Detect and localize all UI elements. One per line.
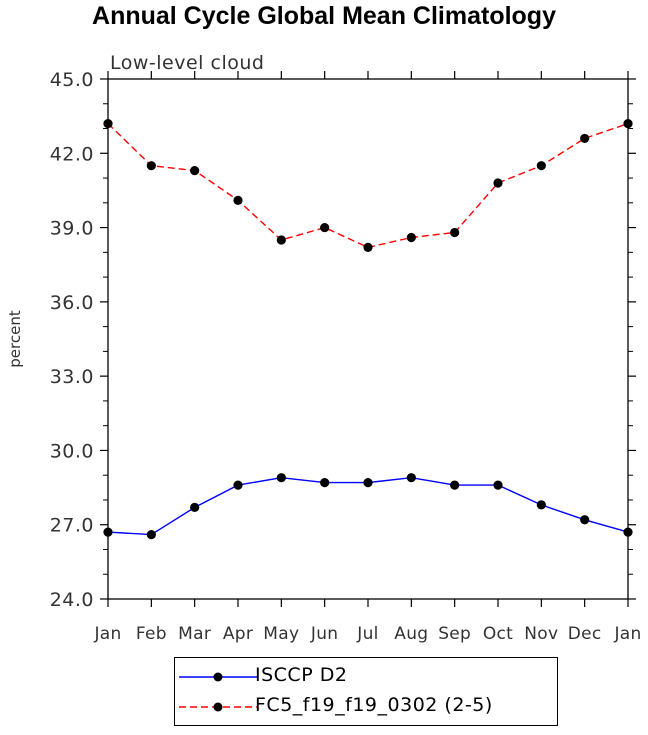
y-axis-label: percent (6, 310, 24, 368)
data-point-0 (536, 500, 546, 510)
plot-frame (107, 78, 629, 600)
data-point-1 (580, 133, 590, 144)
data-point-1 (493, 178, 503, 188)
series-line-1 (107, 122, 629, 249)
y-tick-label: 42.0 (50, 143, 94, 165)
data-point-1 (623, 118, 633, 129)
x-tick-label: Jan (93, 624, 121, 644)
legend-item-fc5: FC5_f19_f19_0302 (2-5) (175, 692, 557, 722)
data-point-1 (146, 161, 156, 171)
data-point-1 (190, 166, 200, 176)
data-point-0 (623, 527, 633, 537)
legend-line-sample-red (179, 702, 257, 712)
x-tick-label: Apr (223, 624, 253, 644)
data-point-0 (406, 473, 416, 483)
legend: ISCCP D2 FC5_f19_f19_0302 (2-5) (174, 657, 558, 726)
legend-item-isccp: ISCCP D2 (175, 662, 557, 692)
data-point-0 (146, 530, 156, 540)
data-point-1 (363, 242, 373, 252)
y-tick-label: 33.0 (50, 366, 94, 388)
legend-line-sample-blue (179, 672, 257, 682)
x-tick-label: Jun (310, 624, 338, 644)
x-tick-label: May (263, 624, 299, 644)
data-point-1 (320, 222, 330, 233)
data-point-0 (103, 527, 113, 537)
data-point-0 (493, 480, 503, 490)
x-tick-label: Sep (438, 624, 471, 644)
data-point-0 (190, 502, 200, 512)
data-point-1 (103, 118, 113, 129)
data-point-1 (450, 227, 460, 238)
y-tick-label: 30.0 (50, 440, 94, 462)
x-tick-label: Nov (524, 624, 558, 644)
data-point-1 (276, 235, 286, 245)
y-tick-label: 39.0 (50, 218, 94, 240)
x-tick-label: Oct (483, 624, 513, 644)
data-point-1 (536, 161, 546, 171)
data-point-1 (233, 195, 243, 205)
data-point-1 (406, 232, 416, 243)
legend-label-isccp: ISCCP D2 (255, 664, 348, 686)
x-tick-label: Jul (356, 624, 378, 644)
x-tick-label: Jan (613, 624, 641, 644)
chart-title: Annual Cycle Global Mean Climatology (92, 2, 556, 30)
y-tick-label: 27.0 (50, 515, 94, 537)
data-point-0 (276, 473, 286, 483)
data-point-0 (580, 515, 590, 525)
x-tick-label: Feb (136, 624, 167, 644)
x-tick-label: Dec (568, 624, 602, 644)
data-point-0 (363, 478, 373, 488)
data-point-0 (233, 480, 243, 490)
y-tick-label: 24.0 (50, 589, 94, 611)
x-tick-label: Aug (394, 624, 428, 644)
legend-label-fc5: FC5_f19_f19_0302 (2-5) (255, 694, 493, 716)
plot-subtitle: Low-level cloud (110, 52, 264, 74)
data-point-0 (450, 480, 460, 490)
x-tick-label: Mar (178, 624, 211, 644)
y-tick-label: 36.0 (50, 292, 94, 314)
y-tick-label: 45.0 (50, 69, 94, 91)
data-point-0 (320, 478, 330, 488)
